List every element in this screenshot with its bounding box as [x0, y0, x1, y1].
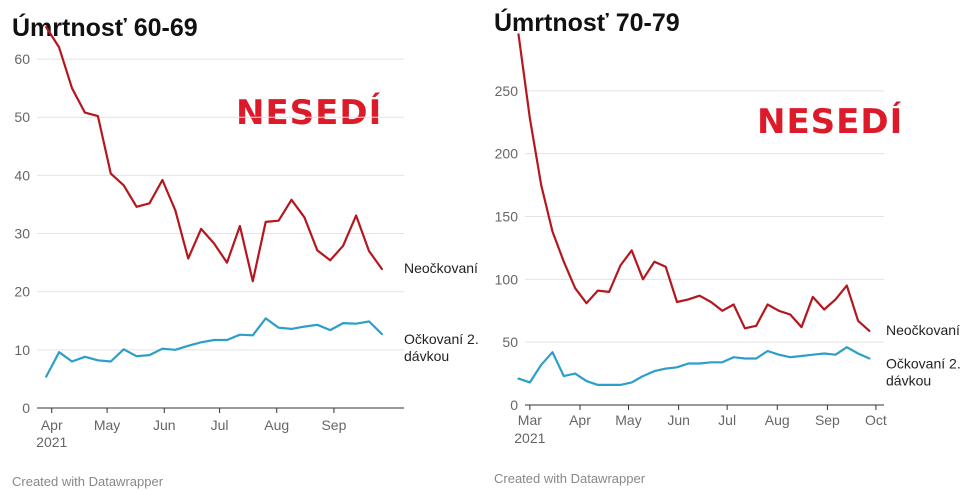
- series-line: [45, 317, 383, 378]
- series-labels: Neočkovaní Očkovaní 2.dávkou: [404, 260, 479, 364]
- series: [517, 33, 871, 386]
- x-tick-label: Jul: [718, 412, 736, 428]
- y-tick-label: 20: [14, 284, 30, 300]
- series-label: Očkovaní 2.: [886, 356, 961, 372]
- y-tick-label: 10: [14, 342, 30, 358]
- chart-title: Úmrtnosť 60-69: [12, 12, 198, 42]
- x-tick-label: Jun: [667, 412, 690, 428]
- y-axis: 0 50 100 150 200 250: [495, 83, 519, 413]
- y-tick-label: 50: [14, 109, 30, 125]
- x-tick-year-label: 2021: [514, 430, 545, 446]
- annotation-stamp: NESEDÍ: [236, 92, 382, 133]
- y-tick-label: 40: [14, 167, 30, 183]
- credit-text: Created with Datawrapper: [494, 471, 646, 486]
- x-tick-year-label: 2021: [36, 434, 67, 450]
- series-label: dávkou: [886, 373, 931, 389]
- x-tick-label: Aug: [765, 412, 790, 428]
- x-tick-label: Mar: [518, 412, 542, 428]
- x-tick-label: Apr: [41, 417, 63, 433]
- series-line: [517, 33, 871, 332]
- x-tick-label: Oct: [865, 412, 887, 428]
- grid: [525, 90, 884, 406]
- x-tick-label: Sep: [321, 417, 346, 433]
- y-axis: 0 10 20 30 40 50 60: [14, 51, 30, 416]
- y-tick-label: 250: [495, 83, 519, 99]
- series-label: Neočkovaní: [404, 260, 478, 276]
- x-tick-label: Apr: [569, 412, 591, 428]
- y-tick-label: 0: [22, 400, 30, 416]
- series: [45, 26, 383, 378]
- series-label: Očkovaní 2.: [404, 331, 479, 347]
- series-label: Neočkovaní: [886, 322, 960, 338]
- annotation-stamp: NESEDÍ: [757, 101, 903, 142]
- y-tick-label: 0: [510, 397, 518, 413]
- series-line: [45, 26, 383, 283]
- chart-mortality-70-79: Úmrtnosť 70-79 NESEDÍ 0 50 100 150 200 250 Ma…: [494, 7, 961, 486]
- credit-text: Created with Datawrapper: [12, 474, 164, 489]
- x-tick-label: May: [615, 412, 641, 428]
- x-axis: Mar 2021 Apr May Jun Jul Aug Sep Oct: [514, 405, 887, 446]
- y-tick-label: 150: [495, 209, 519, 225]
- y-tick-label: 60: [14, 51, 30, 67]
- chart-mortality-60-69: Úmrtnosť 60-69 NESEDÍ 0 10 20 30 40 50 60 Apr2…: [12, 12, 479, 489]
- series-label: dávkou: [404, 348, 449, 364]
- x-tick-label: Jun: [153, 417, 176, 433]
- y-tick-label: 200: [495, 146, 519, 162]
- y-tick-label: 50: [502, 334, 518, 350]
- x-tick-label: Aug: [264, 417, 289, 433]
- x-tick-label: May: [94, 417, 120, 433]
- x-tick-label: Sep: [815, 412, 840, 428]
- series-line: [517, 346, 871, 386]
- y-tick-label: 100: [495, 271, 519, 287]
- chart-title: Úmrtnosť 70-79: [494, 7, 680, 37]
- y-tick-label: 30: [14, 226, 30, 242]
- x-tick-label: Jul: [211, 417, 229, 433]
- series-labels: Neočkovaní Očkovaní 2.dávkou: [886, 322, 961, 389]
